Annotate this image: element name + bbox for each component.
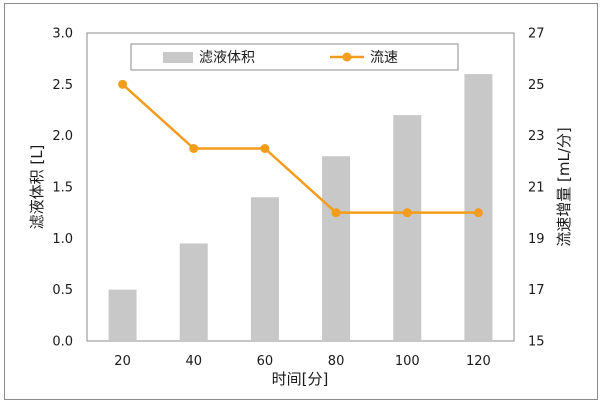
right-tick-label: 15 (528, 335, 545, 350)
x-axis-title: 时间[分] (272, 370, 329, 388)
plot-area (86, 32, 515, 342)
left-tick-label: 0.0 (52, 335, 73, 350)
line-point-80 (331, 208, 341, 218)
left-tick-label: 2.0 (52, 129, 73, 144)
right-axis-ticks: 15 17 19 21 23 25 27 (528, 27, 545, 350)
line-point-120 (473, 208, 483, 218)
bar-100 (393, 115, 422, 341)
line-point-60 (260, 144, 270, 153)
line-point-40 (189, 144, 199, 153)
bar-40 (179, 243, 208, 341)
x-tick-label: 40 (185, 354, 202, 369)
line-path (121, 83, 479, 214)
right-tick-label: 23 (528, 129, 545, 144)
right-axis-title: 流速增量 [mL/分] (555, 127, 573, 247)
legend-line-label: 流速 (370, 50, 398, 66)
line-series (118, 79, 483, 218)
right-tick-label: 21 (528, 181, 545, 196)
left-tick-label: 3.0 (52, 27, 73, 42)
right-tick-label: 27 (528, 27, 545, 42)
line-point-100 (402, 208, 412, 218)
x-tick-label: 100 (395, 354, 420, 369)
right-tick-label: 19 (528, 232, 545, 247)
x-tick-label: 60 (257, 354, 274, 369)
x-tick-label: 80 (328, 354, 345, 369)
bar-20 (108, 289, 137, 341)
left-axis-title: 滤液体积 [L] (28, 145, 46, 230)
legend-bar-label: 滤液体积 (199, 50, 255, 66)
left-tick-label: 2.5 (52, 78, 73, 93)
legend-bar-swatch (163, 52, 193, 63)
bar-60 (250, 197, 279, 341)
right-tick-label: 17 (528, 283, 545, 298)
x-axis-ticks: 20 40 60 80 100 120 (114, 354, 491, 369)
right-tick-label: 25 (528, 78, 545, 93)
x-tick-label: 20 (114, 354, 131, 369)
bar-series (108, 74, 493, 342)
bar-120 (464, 74, 493, 342)
left-axis-ticks: 0.0 0.5 1.0 1.5 2.0 2.5 3.0 (52, 27, 73, 350)
left-tick-label: 1.0 (52, 232, 73, 247)
legend: 滤液体积 流速 (130, 43, 459, 71)
x-tick-label: 120 (466, 354, 491, 369)
left-tick-label: 0.5 (52, 283, 73, 298)
left-tick-label: 1.5 (52, 181, 73, 196)
line-point-20 (118, 79, 128, 89)
bar-80 (322, 156, 351, 341)
legend-line-marker (342, 52, 352, 62)
